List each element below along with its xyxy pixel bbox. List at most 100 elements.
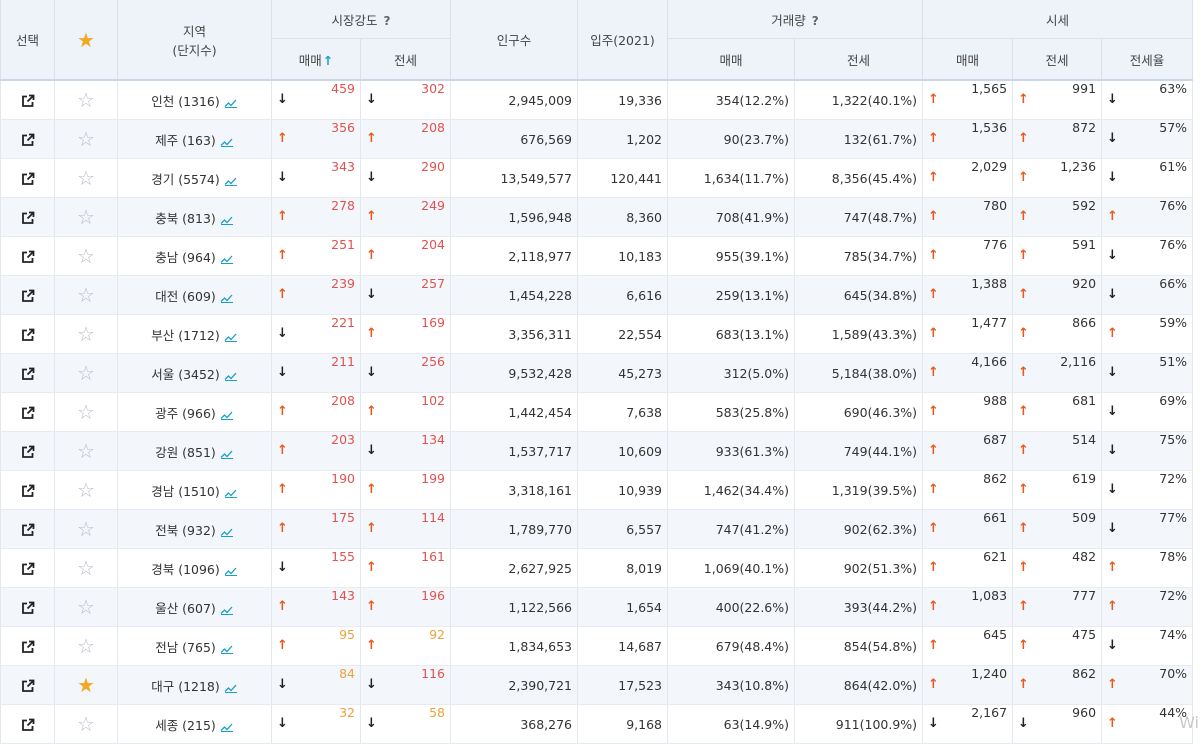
region-cell[interactable]: 경기 (5574) [118, 159, 272, 198]
open-link-cell[interactable] [1, 588, 55, 627]
trend-chart-icon[interactable] [216, 640, 234, 655]
region-cell[interactable]: 전북 (932) [118, 510, 272, 549]
star-outline-icon[interactable]: ☆ [77, 88, 95, 112]
trend-chart-icon[interactable] [216, 445, 234, 460]
open-link-cell[interactable] [1, 549, 55, 588]
external-link-icon[interactable] [21, 131, 35, 146]
external-link-icon[interactable] [21, 443, 35, 458]
star-outline-icon[interactable]: ☆ [77, 517, 95, 541]
external-link-icon[interactable] [21, 482, 35, 497]
market-strength-help-icon[interactable]: ? [384, 14, 391, 28]
open-link-cell[interactable] [1, 198, 55, 237]
region-cell[interactable]: 서울 (3452) [118, 354, 272, 393]
region-cell[interactable]: 인천 (1316) [118, 80, 272, 120]
external-link-icon[interactable] [21, 677, 35, 692]
region-name[interactable]: 전북 (932) [155, 523, 216, 538]
open-link-cell[interactable] [1, 471, 55, 510]
region-name[interactable]: 인천 (1316) [151, 94, 220, 109]
trend-chart-icon[interactable] [220, 94, 238, 109]
external-link-icon[interactable] [21, 209, 35, 224]
star-outline-icon[interactable]: ☆ [77, 634, 95, 658]
star-outline-icon[interactable]: ☆ [77, 244, 95, 268]
ms-sale-column-header[interactable]: 매매↑ [272, 39, 361, 81]
pr-sale-column-header[interactable]: 매매 [923, 39, 1013, 81]
region-name[interactable]: 경기 (5574) [151, 172, 220, 187]
favorite-cell[interactable]: ☆ [55, 80, 118, 120]
trend-chart-icon[interactable] [216, 211, 234, 226]
favorite-cell[interactable]: ☆ [55, 549, 118, 588]
trend-chart-icon[interactable] [220, 328, 238, 343]
region-cell[interactable]: 경북 (1096) [118, 549, 272, 588]
region-name[interactable]: 부산 (1712) [151, 328, 220, 343]
favorite-cell[interactable]: ☆ [55, 471, 118, 510]
trend-chart-icon[interactable] [220, 172, 238, 187]
star-outline-icon[interactable]: ☆ [77, 439, 95, 463]
open-link-cell[interactable] [1, 354, 55, 393]
trend-chart-icon[interactable] [220, 484, 238, 499]
region-name[interactable]: 경북 (1096) [151, 562, 220, 577]
favorite-cell[interactable]: ☆ [55, 354, 118, 393]
region-cell[interactable]: 대전 (609) [118, 276, 272, 315]
external-link-icon[interactable] [21, 716, 35, 731]
region-name[interactable]: 전남 (765) [155, 640, 216, 655]
favorite-cell[interactable]: ☆ [55, 627, 118, 666]
region-name[interactable]: 제주 (163) [155, 133, 216, 148]
region-cell[interactable]: 제주 (163) [118, 120, 272, 159]
external-link-icon[interactable] [21, 638, 35, 653]
external-link-icon[interactable] [21, 404, 35, 419]
pr-jeonse-column-header[interactable]: 전세 [1013, 39, 1102, 81]
region-name[interactable]: 충북 (813) [155, 211, 216, 226]
region-cell[interactable]: 세종 (215) [118, 705, 272, 744]
favorite-cell[interactable]: ☆ [55, 120, 118, 159]
favorite-cell[interactable]: ☆ [55, 237, 118, 276]
region-name[interactable]: 충남 (964) [155, 250, 216, 265]
region-column-header[interactable]: 지역 (단지수) [118, 0, 272, 80]
trend-chart-icon[interactable] [216, 601, 234, 616]
favorite-cell[interactable]: ☆ [55, 159, 118, 198]
favorite-cell[interactable]: ☆ [55, 198, 118, 237]
external-link-icon[interactable] [21, 92, 35, 107]
move-in-column-header[interactable]: 입주(2021) [578, 0, 668, 80]
favorite-cell[interactable]: ★ [55, 666, 118, 705]
region-name[interactable]: 서울 (3452) [151, 367, 220, 382]
open-link-cell[interactable] [1, 432, 55, 471]
trend-chart-icon[interactable] [220, 367, 238, 382]
favorite-cell[interactable]: ☆ [55, 315, 118, 354]
star-filled-icon[interactable]: ★ [77, 673, 95, 697]
trend-chart-icon[interactable] [220, 562, 238, 577]
open-link-cell[interactable] [1, 666, 55, 705]
open-link-cell[interactable] [1, 315, 55, 354]
external-link-icon[interactable] [21, 170, 35, 185]
star-outline-icon[interactable]: ☆ [77, 478, 95, 502]
trend-chart-icon[interactable] [216, 133, 234, 148]
external-link-icon[interactable] [21, 365, 35, 380]
region-cell[interactable]: 경남 (1510) [118, 471, 272, 510]
region-name[interactable]: 경남 (1510) [151, 484, 220, 499]
region-name[interactable]: 광주 (966) [155, 406, 216, 421]
volume-help-icon[interactable]: ? [812, 14, 819, 28]
star-outline-icon[interactable]: ☆ [77, 283, 95, 307]
region-cell[interactable]: 울산 (607) [118, 588, 272, 627]
region-name[interactable]: 대전 (609) [155, 289, 216, 304]
external-link-icon[interactable] [21, 599, 35, 614]
star-outline-icon[interactable]: ☆ [77, 361, 95, 385]
open-link-cell[interactable] [1, 159, 55, 198]
favorite-cell[interactable]: ☆ [55, 510, 118, 549]
external-link-icon[interactable] [21, 560, 35, 575]
star-outline-icon[interactable]: ☆ [77, 205, 95, 229]
pr-ratio-column-header[interactable]: 전세율 [1102, 39, 1193, 81]
star-outline-icon[interactable]: ☆ [77, 127, 95, 151]
trend-chart-icon[interactable] [216, 406, 234, 421]
